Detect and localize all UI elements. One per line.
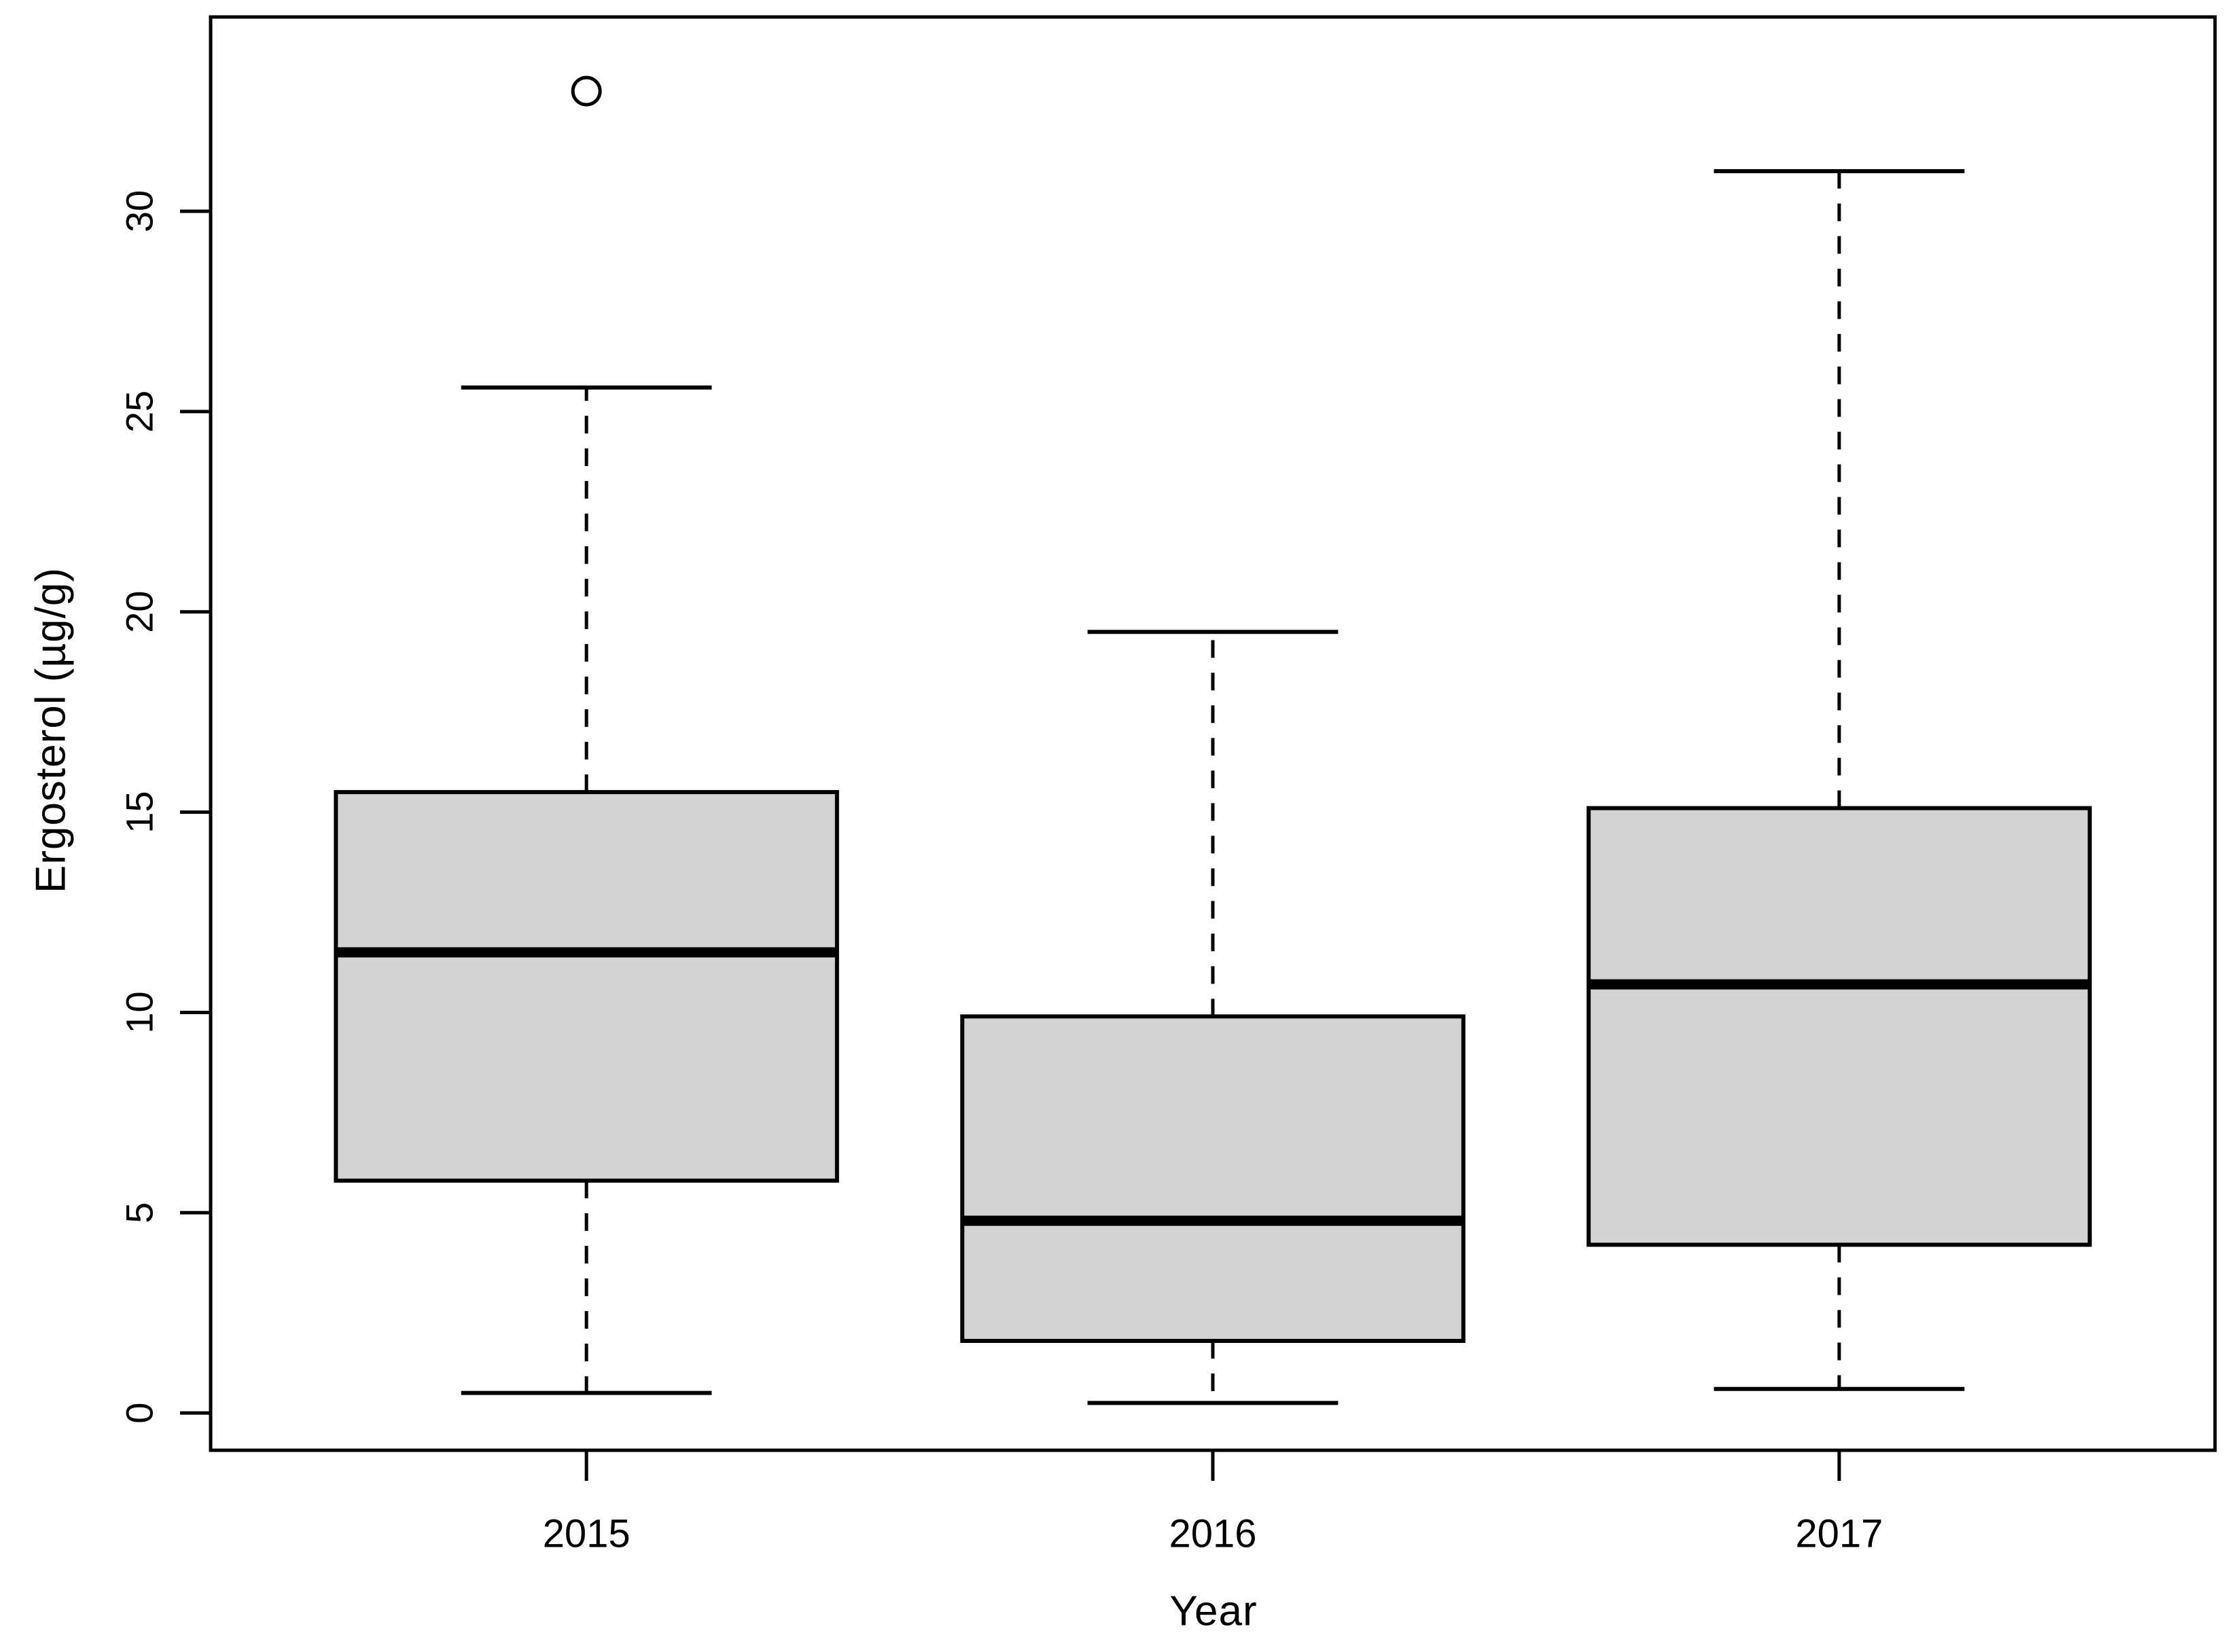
- y-tick-label-10: 10: [118, 991, 161, 1033]
- box-2016: [960, 1014, 1466, 1344]
- y-tick-label-25: 25: [118, 391, 161, 433]
- x-tick-label-2017: 2017: [1795, 1512, 1883, 1556]
- box-2017: [1587, 806, 2092, 1247]
- x-tick-label-2015: 2015: [543, 1512, 631, 1556]
- y-tick-label-0: 0: [118, 1403, 161, 1424]
- box-2015: [334, 790, 839, 1183]
- outlier-point-2015-0: [571, 75, 602, 107]
- y-tick-label-20: 20: [118, 591, 161, 633]
- y-axis-title: Ergosterol (µg/g): [27, 567, 75, 894]
- y-tick-label-15: 15: [118, 791, 161, 833]
- y-tick-label-30: 30: [118, 190, 161, 232]
- x-axis-title: Year: [1169, 1587, 1258, 1635]
- x-tick-label-2016: 2016: [1169, 1512, 1256, 1556]
- y-tick-label-5: 5: [118, 1202, 161, 1223]
